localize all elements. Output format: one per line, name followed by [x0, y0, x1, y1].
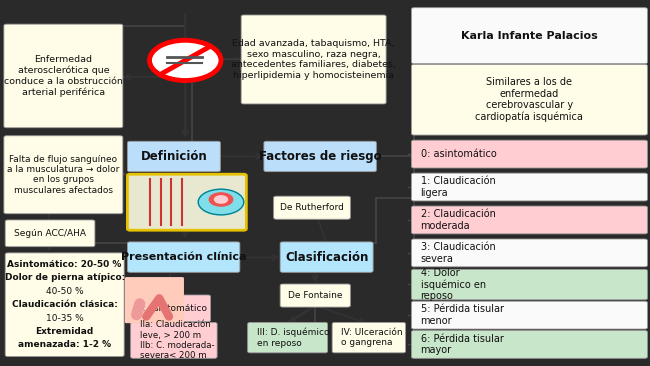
FancyBboxPatch shape — [131, 295, 211, 322]
FancyBboxPatch shape — [411, 330, 647, 358]
FancyBboxPatch shape — [280, 242, 373, 272]
Text: Dolor de pierna atípico:: Dolor de pierna atípico: — [5, 273, 125, 282]
FancyBboxPatch shape — [411, 301, 647, 329]
FancyBboxPatch shape — [4, 136, 123, 214]
FancyBboxPatch shape — [5, 253, 124, 356]
Text: 40-50 %: 40-50 % — [46, 287, 83, 296]
Text: Clasificación: Clasificación — [285, 251, 369, 264]
Text: De Fontaine: De Fontaine — [288, 291, 343, 300]
Text: IV: Ulceración
o gangrena: IV: Ulceración o gangrena — [341, 328, 403, 347]
Circle shape — [198, 189, 244, 215]
FancyBboxPatch shape — [411, 64, 647, 135]
Text: 5: Pérdida tisular
menor: 5: Pérdida tisular menor — [421, 304, 504, 326]
Text: Definición: Definición — [140, 150, 207, 163]
FancyBboxPatch shape — [264, 141, 376, 172]
Text: Asintomático: 20-50 %: Asintomático: 20-50 % — [8, 260, 122, 269]
Text: Factores de riesgo: Factores de riesgo — [259, 150, 382, 163]
Text: amenazada: 1-2 %: amenazada: 1-2 % — [18, 340, 111, 350]
FancyBboxPatch shape — [411, 239, 647, 267]
FancyBboxPatch shape — [280, 284, 350, 307]
Text: Extremidad: Extremidad — [36, 327, 94, 336]
Text: Edad avanzada, tabaquismo, HTA,
sexo masculino, raza negra,
antecedentes familia: Edad avanzada, tabaquismo, HTA, sexo mas… — [231, 40, 396, 79]
Circle shape — [150, 40, 221, 81]
Text: III: D. isquémico
en reposo: III: D. isquémico en reposo — [257, 328, 330, 348]
Text: Similares a los de
enfermedad
cerebrovascular y
cardiopatía isquémica: Similares a los de enfermedad cerebrovas… — [476, 77, 583, 123]
Text: Según ACC/AHA: Según ACC/AHA — [14, 229, 86, 238]
Circle shape — [209, 193, 233, 206]
FancyBboxPatch shape — [125, 277, 184, 323]
FancyBboxPatch shape — [241, 15, 386, 104]
Circle shape — [214, 196, 227, 203]
Text: 10-35 %: 10-35 % — [46, 314, 84, 322]
FancyBboxPatch shape — [4, 24, 123, 128]
FancyBboxPatch shape — [332, 322, 406, 353]
Text: Falta de flujo sanguíneo
a la musculatura → dolor
en los grupos
musculares afect: Falta de flujo sanguíneo a la musculatur… — [7, 155, 120, 195]
FancyBboxPatch shape — [411, 8, 647, 64]
FancyBboxPatch shape — [127, 174, 246, 230]
Text: Presentación clínica: Presentación clínica — [121, 252, 246, 262]
FancyBboxPatch shape — [411, 173, 647, 201]
Text: 1: Claudicación
ligera: 1: Claudicación ligera — [421, 176, 495, 198]
FancyBboxPatch shape — [127, 242, 240, 272]
FancyBboxPatch shape — [127, 141, 220, 172]
Text: 6: Pérdida tisular
mayor: 6: Pérdida tisular mayor — [421, 333, 503, 355]
FancyBboxPatch shape — [411, 269, 647, 300]
Text: 3: Claudicación
severa: 3: Claudicación severa — [421, 242, 495, 264]
FancyBboxPatch shape — [5, 220, 95, 247]
Text: 0: asintomático: 0: asintomático — [421, 149, 497, 159]
Text: 4: Dolor
isquémico en
reposo: 4: Dolor isquémico en reposo — [421, 268, 486, 302]
FancyBboxPatch shape — [131, 322, 217, 358]
FancyBboxPatch shape — [248, 322, 328, 353]
FancyBboxPatch shape — [411, 206, 647, 234]
Text: Karla Infante Palacios: Karla Infante Palacios — [461, 31, 598, 41]
Text: I: asintomático: I: asintomático — [140, 304, 207, 313]
FancyBboxPatch shape — [411, 140, 647, 168]
Text: IIa: Claudicación
leve, > 200 m
IIb: C. moderada-
severa< 200 m: IIa: Claudicación leve, > 200 m IIb: C. … — [140, 320, 214, 361]
FancyBboxPatch shape — [274, 196, 350, 219]
Text: Claudicación clásica:: Claudicación clásica: — [12, 300, 118, 309]
Text: De Rutherford: De Rutherford — [280, 203, 344, 212]
Text: 2: Claudicación
moderada: 2: Claudicación moderada — [421, 209, 495, 231]
Text: Enfermedad
aterosclerótica que
conduce a la obstrucción
arterial periférica: Enfermedad aterosclerótica que conduce a… — [4, 55, 123, 97]
